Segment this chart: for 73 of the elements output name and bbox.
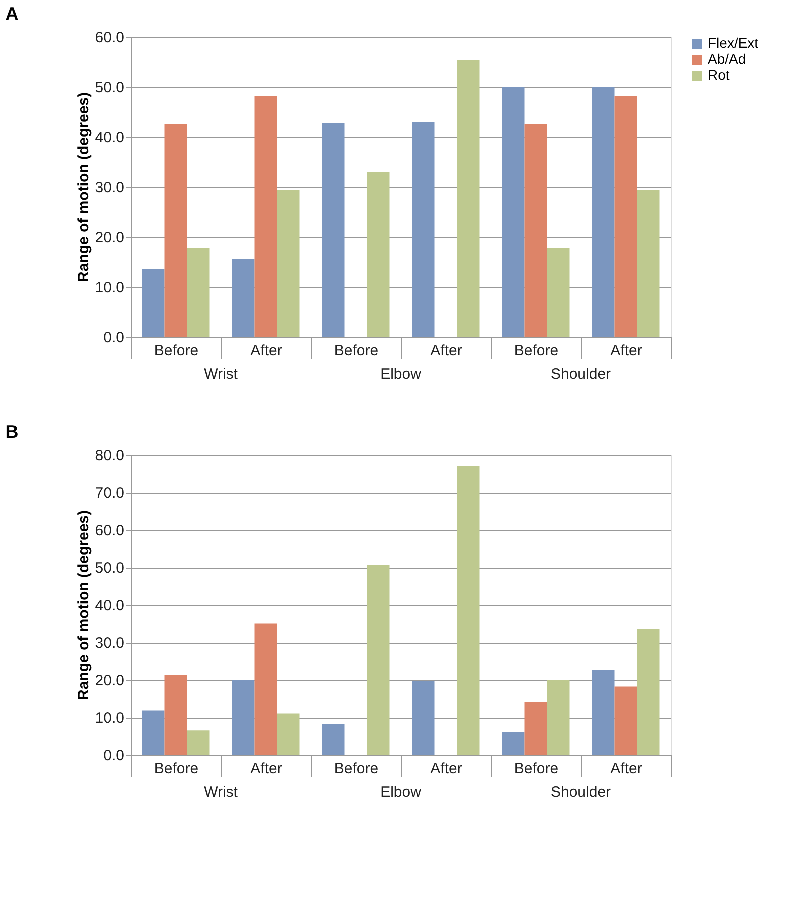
text: Elbow bbox=[380, 366, 422, 383]
text: Wrist bbox=[204, 784, 239, 801]
y-axis-title: Range of motion (degrees) bbox=[75, 92, 92, 283]
y-tick-label: 10.0 bbox=[95, 710, 124, 727]
bar bbox=[367, 565, 390, 755]
y-tick-label: 70.0 bbox=[95, 485, 124, 502]
bar bbox=[254, 96, 278, 337]
y-tick-label: 20.0 bbox=[95, 230, 124, 246]
bar bbox=[187, 730, 210, 755]
bar bbox=[614, 686, 638, 755]
y-tick-label: 60.0 bbox=[95, 522, 124, 540]
x-tick-label: After bbox=[250, 760, 282, 778]
bar bbox=[547, 680, 570, 755]
bar bbox=[277, 190, 300, 337]
x-tick-label: After bbox=[430, 342, 462, 360]
bar bbox=[322, 724, 345, 755]
x-tick-label: Before bbox=[334, 760, 379, 778]
x-tick-label: Before bbox=[334, 342, 379, 360]
bar bbox=[524, 702, 548, 755]
bar bbox=[547, 248, 570, 337]
bar bbox=[502, 732, 525, 755]
bar bbox=[412, 682, 435, 755]
bar bbox=[614, 96, 638, 337]
y-axis-title: Range of motion (degrees) bbox=[75, 510, 92, 701]
y-tick-label: 40.0 bbox=[95, 598, 124, 614]
bar bbox=[412, 122, 435, 337]
y-tick-label: 50.0 bbox=[95, 560, 124, 577]
text: Elbow bbox=[380, 784, 422, 801]
bar bbox=[637, 629, 660, 755]
bar bbox=[367, 172, 390, 337]
bar bbox=[254, 624, 278, 755]
bar bbox=[164, 676, 188, 755]
y-tick-label: 50.0 bbox=[95, 80, 124, 96]
y-tick-label: 80.0 bbox=[95, 448, 124, 464]
chart-title: B bbox=[6, 422, 19, 442]
y-tick-label: 0.0 bbox=[104, 748, 124, 764]
legend-label: Flex/Ext bbox=[708, 35, 759, 51]
y-tick-label: 40.0 bbox=[95, 130, 124, 146]
legend-label: Rot bbox=[708, 67, 730, 83]
bar bbox=[142, 270, 165, 337]
text: Wrist bbox=[204, 366, 239, 383]
bar bbox=[277, 714, 300, 755]
bar bbox=[142, 710, 165, 755]
x-tick-label: Before bbox=[154, 342, 199, 360]
x-tick-label: After bbox=[610, 342, 642, 360]
bar bbox=[637, 190, 660, 337]
bar bbox=[457, 60, 480, 337]
bar bbox=[322, 124, 345, 337]
bar bbox=[592, 670, 615, 755]
bar bbox=[232, 680, 255, 755]
bar bbox=[232, 259, 255, 337]
y-tick-label: 30.0 bbox=[95, 635, 124, 652]
chart-title: A bbox=[6, 4, 19, 24]
x-tick-label: Before bbox=[154, 760, 199, 778]
text: Shoulder bbox=[550, 784, 612, 801]
x-tick-label: After bbox=[610, 760, 642, 778]
bar bbox=[524, 124, 548, 337]
bar bbox=[164, 124, 188, 337]
bar bbox=[502, 87, 525, 337]
y-tick-label: 30.0 bbox=[95, 180, 124, 196]
bar bbox=[457, 466, 480, 755]
x-tick-label: After bbox=[250, 342, 282, 360]
y-tick-label: 0.0 bbox=[104, 330, 124, 346]
legend-label: Ab/Ad bbox=[708, 51, 746, 67]
bar bbox=[592, 87, 615, 337]
y-tick-label: 10.0 bbox=[95, 280, 124, 296]
x-tick-label: Before bbox=[514, 342, 559, 360]
bar bbox=[187, 248, 210, 337]
x-tick-label: Before bbox=[514, 760, 559, 778]
text: Shoulder bbox=[550, 366, 612, 383]
y-tick-label: 60.0 bbox=[95, 30, 124, 46]
x-tick-label: After bbox=[430, 760, 462, 778]
y-tick-label: 20.0 bbox=[95, 672, 124, 690]
